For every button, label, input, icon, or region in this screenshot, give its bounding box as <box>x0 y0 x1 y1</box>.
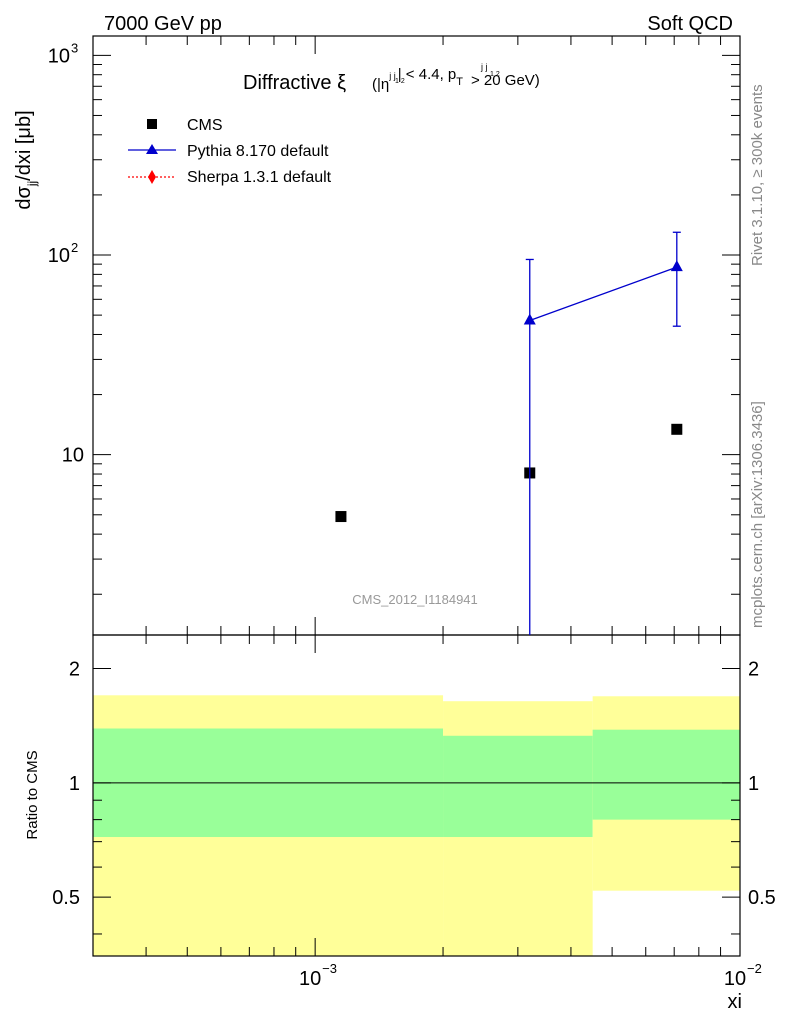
legend-pythia-marker <box>146 144 158 154</box>
side-mcplots-label: mcplots.cern.ch [arXiv:1306.3436] <box>749 401 766 628</box>
ratio-tick-label-left: 2 <box>69 658 80 680</box>
title-condition-a: (|η <box>372 76 389 93</box>
header-left: 7000 GeV pp <box>104 13 222 35</box>
title-condition-c: > 20 GeV) <box>471 72 540 89</box>
x-tick-label: 10 <box>299 968 321 990</box>
y-tick-label: 10 <box>48 45 70 67</box>
title-sub-b2: 1 2 <box>490 71 500 78</box>
y-axis-label-sub: jj <box>25 181 39 187</box>
y-tick-label: 10 <box>62 445 84 467</box>
plot-title-condition: (|ηj j | < 4.4, pT > 20 GeV) <box>372 66 540 93</box>
title-sup-b: j j <box>480 62 488 72</box>
header-right: Soft QCD <box>647 13 733 35</box>
ratio-axis-label: Ratio to CMS <box>24 750 41 839</box>
y-axis-label-main: dσ <box>13 186 35 210</box>
ratio-tick-label-left: 1 <box>69 773 80 795</box>
title-sub-a: 1 2 <box>395 78 405 85</box>
cms-data-point <box>671 423 683 435</box>
y-tick-label-exponent: 2 <box>71 240 78 255</box>
ratio-axis-ticks: 0.5 0.5 1 1 2 2 <box>52 658 776 935</box>
analysis-watermark: CMS_2012_I1184941 <box>352 592 478 607</box>
ratio-tick-label-right: 0.5 <box>748 887 776 909</box>
x-axis-label: xi <box>728 991 742 1013</box>
pythia-data-point <box>670 260 683 272</box>
title-condition-sup-a: j j <box>388 71 396 81</box>
title-main: Diffractive ξ <box>243 72 346 94</box>
series-marks <box>335 231 683 635</box>
x-tick-label: 10 <box>724 968 746 990</box>
ratio-band-inner <box>443 735 593 838</box>
legend: CMS Pythia 8.170 default Sherpa 1.3.1 de… <box>128 117 332 186</box>
cms-data-point <box>335 511 347 523</box>
x-tick-label-exponent: −3 <box>322 961 337 976</box>
ratio-plot-frame <box>92 634 741 957</box>
legend-sherpa-marker <box>148 170 156 184</box>
plot-title: Diffractive ξ <box>243 72 346 94</box>
pythia-series-line <box>529 266 678 322</box>
ratio-bands <box>93 695 740 956</box>
ratio-tick-label-right: 1 <box>748 773 759 795</box>
y-axis-label: dσjj/dxi [μb] <box>13 110 39 209</box>
legend-pythia-label: Pythia 8.170 default <box>187 143 329 160</box>
ratio-tick-label-left: 0.5 <box>52 887 80 909</box>
title-condition-b: | < 4.4, p <box>398 66 457 83</box>
ratio-tick-label-right: 2 <box>748 658 759 680</box>
legend-cms-marker <box>147 119 157 129</box>
x-tick-label-exponent: −2 <box>747 961 762 976</box>
y-axis-label-rest: /dxi [μb] <box>13 110 35 180</box>
legend-cms-label: CMS <box>187 117 223 134</box>
x-axis-ticks: 10 −3 10 −2 <box>92 36 762 990</box>
legend-sherpa-label: Sherpa 1.3.1 default <box>187 169 332 186</box>
y-tick-label: 10 <box>48 245 70 267</box>
ratio-band-inner <box>592 729 740 820</box>
pythia-data-point <box>523 313 536 325</box>
y-tick-label-exponent: 3 <box>71 40 78 55</box>
side-rivet-label: Rivet 3.1.10, ≥ 300k events <box>749 84 766 266</box>
title-condition-sub-b: T <box>456 76 463 88</box>
